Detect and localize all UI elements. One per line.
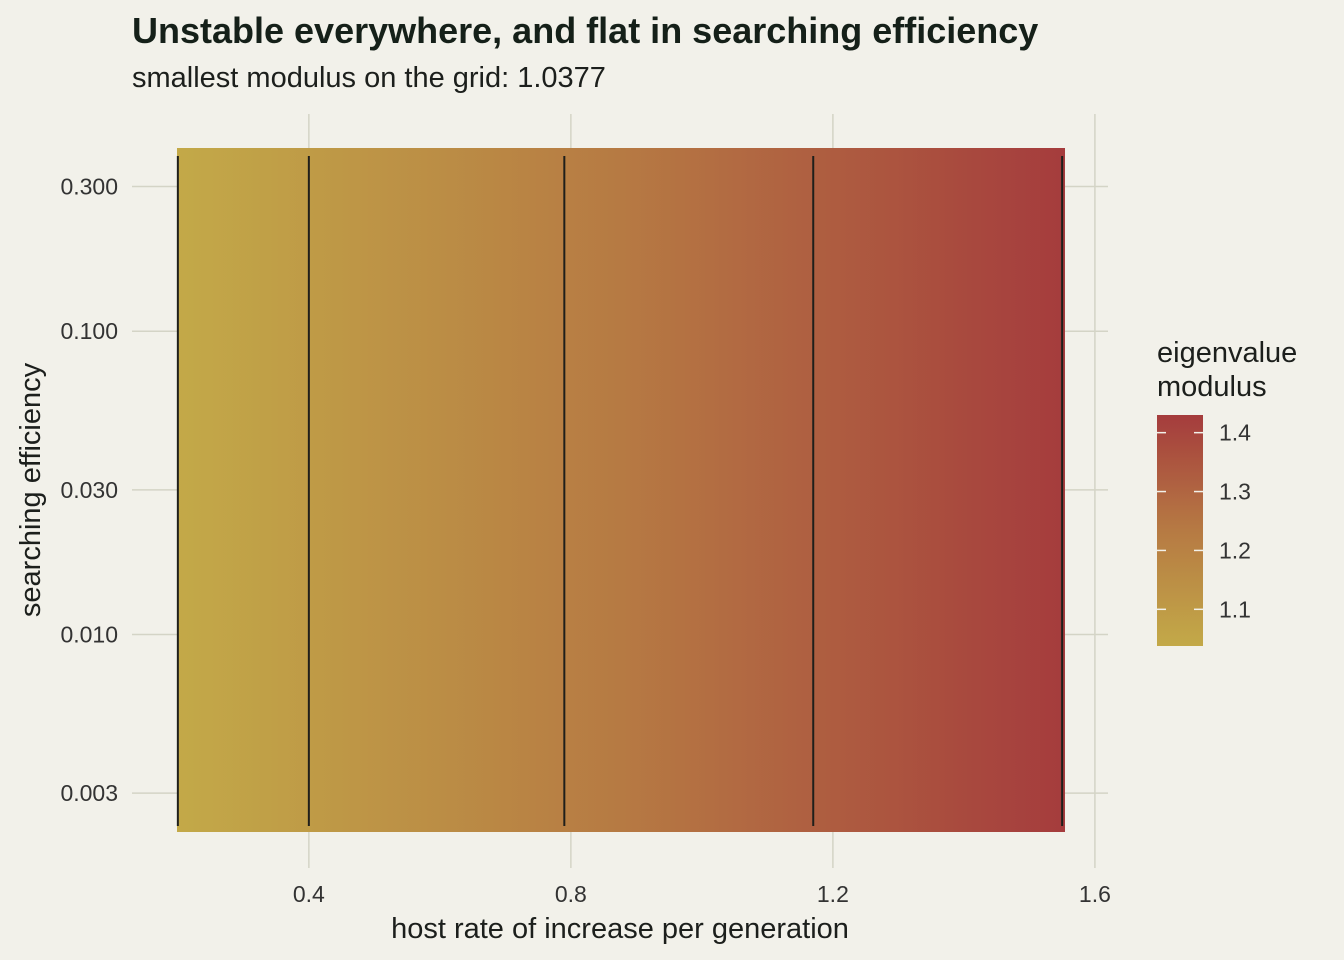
legend-break-label-1: 1.2 xyxy=(1219,537,1251,563)
legend-break-label-3: 1.4 xyxy=(1219,420,1251,446)
y-tick-label-2: 0.030 xyxy=(60,477,118,503)
x-axis-title: host rate of increase per generation xyxy=(391,913,849,945)
chart-title: Unstable everywhere, and flat in searchi… xyxy=(132,10,1039,51)
contour-lines xyxy=(176,156,1064,826)
heatmap-fill xyxy=(177,148,1065,832)
legend-break-label-2: 1.3 xyxy=(1219,479,1251,505)
x-tick-label-0: 0.4 xyxy=(293,881,325,907)
y-tick-label-4: 0.300 xyxy=(60,173,118,199)
y-axis-ticks: 0.003 0.010 0.030 0.100 0.300 xyxy=(60,173,118,806)
x-tick-label-2: 1.2 xyxy=(817,881,849,907)
legend-break-label-0: 1.1 xyxy=(1219,596,1251,622)
y-tick-label-1: 0.010 xyxy=(60,622,118,648)
legend-title-line-1: eigenvalue xyxy=(1157,337,1297,369)
y-axis-title: searching efficiency xyxy=(15,362,47,617)
chart-subtitle: smallest modulus on the grid: 1.0377 xyxy=(132,62,606,94)
legend-title-line-2: modulus xyxy=(1157,371,1267,403)
heatmap-tile xyxy=(177,148,1065,832)
y-tick-label-3: 0.100 xyxy=(60,318,118,344)
x-tick-label-3: 1.6 xyxy=(1079,881,1111,907)
x-tick-label-1: 0.8 xyxy=(555,881,587,907)
y-tick-label-0: 0.003 xyxy=(60,780,118,806)
x-axis-ticks: 0.4 0.8 1.2 1.6 xyxy=(293,881,1111,907)
legend-colorbar xyxy=(1157,415,1203,646)
color-legend: eigenvalue modulus 1.1 1.2 1.3 1.4 xyxy=(1157,337,1297,646)
